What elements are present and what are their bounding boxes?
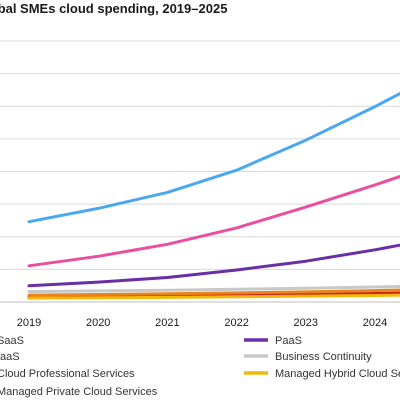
chart-title: Global SMEs cloud spending, 2019–2025 [0, 1, 228, 16]
legend-label-managed-private-cloud-services: Managed Private Cloud Services [0, 386, 158, 398]
x-tick-label: 2020 [86, 317, 110, 329]
legend-label-managed-hybrid-cloud-services: Managed Hybrid Cloud Services [275, 368, 400, 380]
series-line-paas [27, 243, 400, 288]
series-line-saas [27, 91, 400, 224]
series-line-cloud-professional-services [27, 288, 400, 297]
x-tick-label: 2021 [155, 317, 179, 329]
series-line-business-continuity [27, 285, 400, 294]
legend-label-cloud-professional-services: Cloud Professional Services [0, 368, 135, 380]
legend-label-paas: PaaS [275, 335, 302, 347]
x-tick-label: 2022 [224, 317, 248, 329]
x-tick-label: 2023 [294, 317, 318, 329]
x-tick-label: 2024 [363, 317, 387, 329]
legend-label-business-continuity: Business Continuity [275, 351, 372, 363]
series-lines [27, 91, 400, 300]
series-line-iaas [27, 174, 400, 268]
series-line-managed-hybrid-cloud-services [27, 293, 400, 300]
legend-label-iaas: IaaS [0, 351, 20, 363]
x-axis-tick-labels: 2019202020212022202320242025 [17, 317, 387, 329]
legend: SaaS IaaS Cloud Professional Services Manag… [0, 335, 400, 398]
legend-label-saas: SaaS [0, 335, 24, 347]
x-tick-label: 2019 [17, 317, 41, 329]
